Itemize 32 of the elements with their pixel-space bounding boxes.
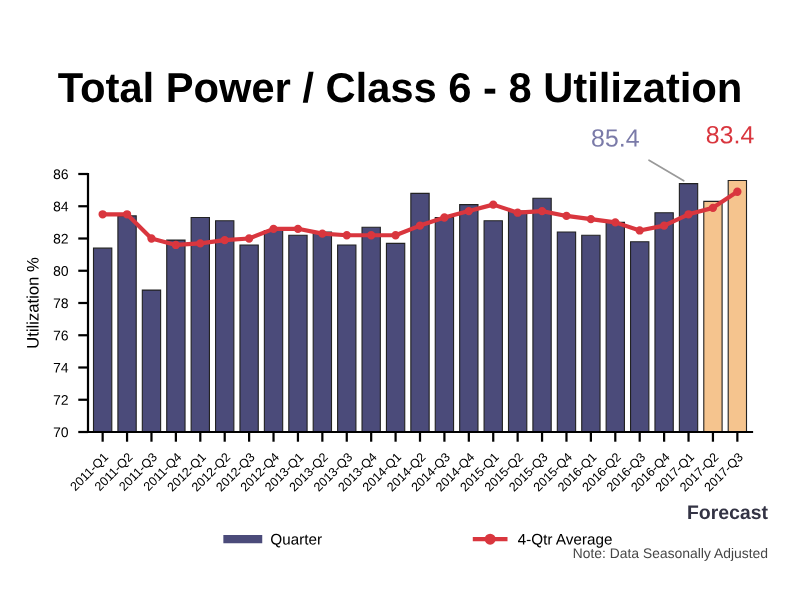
point	[391, 231, 400, 240]
point	[562, 211, 571, 221]
point	[684, 210, 693, 219]
point	[537, 206, 547, 216]
point	[147, 234, 156, 243]
point	[293, 224, 303, 233]
point	[244, 234, 254, 243]
point	[269, 224, 278, 233]
point	[415, 221, 425, 230]
point	[489, 200, 498, 209]
chart-title: Total Power / Class 6 - 8 Utilization	[58, 71, 740, 103]
point	[342, 231, 351, 240]
point	[220, 235, 229, 245]
annotation: 83.4	[706, 125, 754, 144]
point	[98, 210, 107, 219]
point	[464, 206, 473, 216]
point	[708, 203, 718, 213]
annotation: 85.4	[592, 129, 639, 147]
y-axis-title: Utilization %	[26, 257, 39, 348]
point	[586, 214, 596, 224]
point	[440, 213, 449, 222]
point	[196, 239, 205, 248]
point	[611, 218, 620, 227]
point	[513, 208, 522, 217]
point	[659, 221, 669, 230]
point	[122, 210, 132, 219]
text: Forecast	[688, 505, 768, 520]
point	[367, 231, 376, 240]
point	[318, 229, 327, 238]
point	[733, 187, 742, 196]
point	[171, 240, 181, 250]
point	[635, 226, 644, 235]
